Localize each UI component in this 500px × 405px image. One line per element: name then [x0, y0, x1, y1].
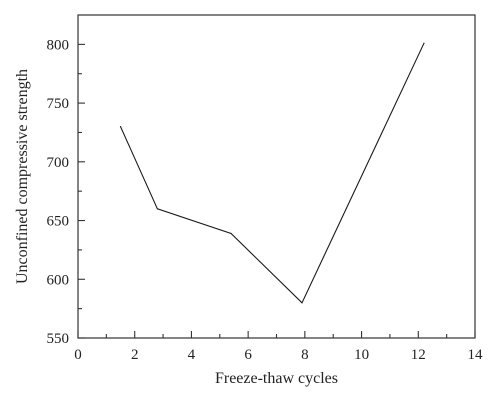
x-tick-label: 6: [244, 347, 252, 363]
y-tick-label: 600: [47, 272, 70, 288]
series-group: [119, 42, 425, 304]
y-tick-label: 750: [47, 96, 70, 112]
data-point: [301, 302, 303, 304]
y-tick-label: 650: [47, 214, 70, 230]
x-tick-label: 4: [188, 347, 196, 363]
x-axis-title: Freeze-thaw cycles: [215, 370, 338, 387]
x-axis: 0 2 4 6 8 10 12 14: [74, 331, 483, 363]
y-axis: 550 600 650 700 750 800: [47, 37, 85, 347]
x-tick-label: 10: [354, 347, 369, 363]
x-tick-label: 12: [411, 347, 426, 363]
x-tick-label: 8: [301, 347, 309, 363]
y-tick-label: 550: [47, 331, 70, 347]
y-axis-title: Unconfined compressive strength: [14, 69, 31, 284]
x-tick-label: 14: [468, 347, 484, 363]
plot-area: [77, 14, 476, 339]
x-tick-label: 2: [131, 347, 139, 363]
data-point: [156, 208, 158, 210]
data-point: [119, 125, 122, 128]
plot-frame: [77, 14, 476, 339]
data-point: [423, 42, 425, 44]
y-tick-label: 700: [47, 155, 70, 171]
data-point: [230, 232, 232, 235]
series-line: [119, 42, 425, 304]
x-tick-label: 0: [74, 347, 82, 363]
y-tick-label: 800: [47, 37, 70, 53]
